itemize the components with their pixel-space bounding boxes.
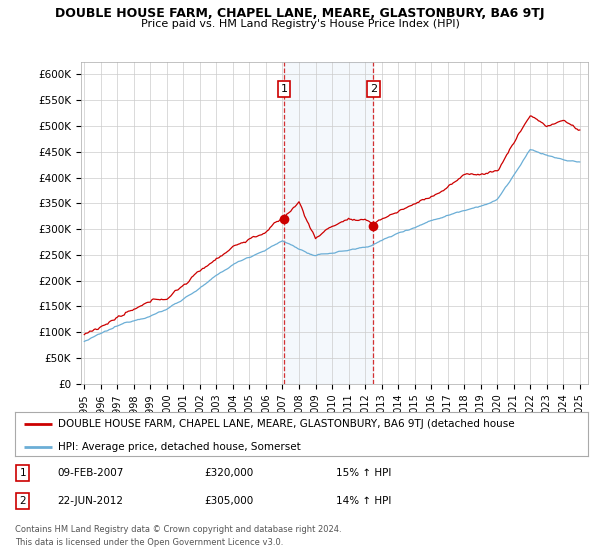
Text: Contains HM Land Registry data © Crown copyright and database right 2024.: Contains HM Land Registry data © Crown c… [15, 525, 341, 534]
Text: 15% ↑ HPI: 15% ↑ HPI [336, 468, 391, 478]
Text: 22-JUN-2012: 22-JUN-2012 [57, 496, 123, 506]
Text: 2: 2 [370, 84, 377, 94]
Text: 14% ↑ HPI: 14% ↑ HPI [336, 496, 391, 506]
Text: £305,000: £305,000 [204, 496, 253, 506]
Text: HPI: Average price, detached house, Somerset: HPI: Average price, detached house, Some… [58, 441, 301, 451]
Text: 1: 1 [19, 468, 26, 478]
Text: 09-FEB-2007: 09-FEB-2007 [57, 468, 124, 478]
Text: This data is licensed under the Open Government Licence v3.0.: This data is licensed under the Open Gov… [15, 538, 283, 547]
Text: 1: 1 [281, 84, 287, 94]
Bar [284, 62, 373, 384]
Text: 2: 2 [19, 496, 26, 506]
Text: DOUBLE HOUSE FARM, CHAPEL LANE, MEARE, GLASTONBURY, BA6 9TJ (detached house: DOUBLE HOUSE FARM, CHAPEL LANE, MEARE, G… [58, 419, 515, 429]
Text: Price paid vs. HM Land Registry's House Price Index (HPI): Price paid vs. HM Land Registry's House … [140, 19, 460, 29]
Text: DOUBLE HOUSE FARM, CHAPEL LANE, MEARE, GLASTONBURY, BA6 9TJ: DOUBLE HOUSE FARM, CHAPEL LANE, MEARE, G… [55, 7, 545, 20]
Text: £320,000: £320,000 [204, 468, 253, 478]
